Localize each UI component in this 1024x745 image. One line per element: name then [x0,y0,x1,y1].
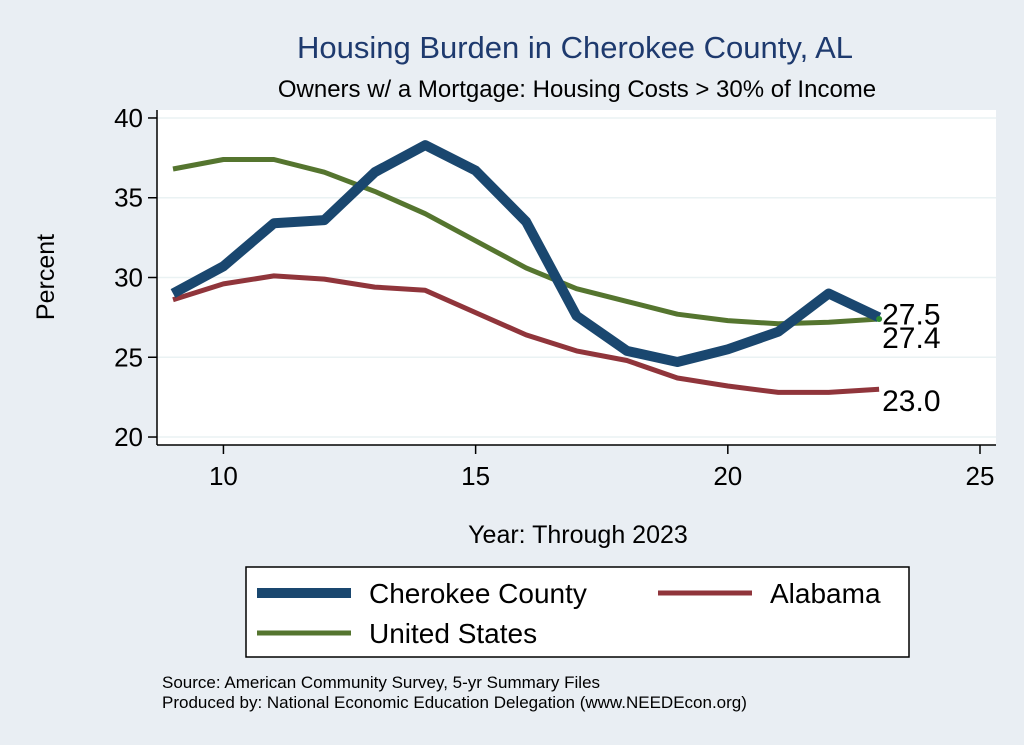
series-line-cherokee-county [170,140,882,367]
legend: Cherokee County Alabama United States [245,566,910,658]
legend-label-cherokee-county: Cherokee County [369,578,587,609]
legend-label-alabama: Alabama [770,578,881,609]
chart-title: Housing Burden in Cherokee County, AL [297,30,853,65]
x-axis-title: Year: Through 2023 [468,521,688,549]
y-tick-label-20: 20 [114,422,143,452]
y-axis-title: Percent [32,234,60,320]
x-tick-label-15: 15 [461,461,490,491]
series-lines [170,140,883,395]
end-label-alabama: 23.0 [882,385,940,418]
axes: 20 25 30 35 40 10 15 20 25 [114,103,996,491]
x-tick-label-25: 25 [966,461,995,491]
series-end-marker-united-states [876,315,883,322]
chart-subtitle: Owners w/ a Mortgage: Housing Costs > 30… [278,76,876,103]
end-label-cherokee-county: 27.5 [882,298,940,331]
source-note: Source: American Community Survey, 5-yr … [162,673,600,692]
x-tick-label-20: 20 [713,461,742,491]
y-tick-label-35: 35 [114,183,143,213]
y-tick-label-25: 25 [114,342,143,372]
legend-label-united-states: United States [369,618,537,649]
x-tick-label-10: 10 [209,461,238,491]
series-line-alabama [172,273,880,395]
legend-box [245,566,910,658]
producer-note: Produced by: National Economic Education… [162,693,747,712]
end-label-united-states: 27.4 [882,322,940,355]
end-labels: 27.5 23.0 27.4 [882,298,940,418]
y-tick-label-40: 40 [114,103,143,133]
y-tick-label-30: 30 [114,263,143,293]
series-line-united-states [172,157,880,327]
